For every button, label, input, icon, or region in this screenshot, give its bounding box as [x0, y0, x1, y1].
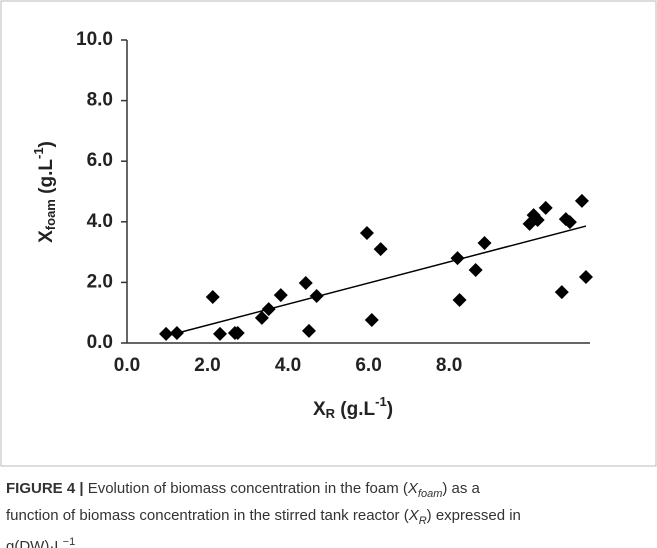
- point: [452, 292, 467, 307]
- label-sub: R: [326, 406, 336, 421]
- label-end: ): [36, 141, 57, 147]
- y-tick-label: 4.0: [87, 211, 113, 232]
- x-tick-label: 0.0: [114, 355, 140, 376]
- point: [301, 323, 316, 338]
- caption-text: R: [418, 515, 427, 527]
- caption-text: function of biomass concentration in the…: [6, 507, 409, 524]
- y-tick-label: 0.0: [87, 332, 113, 353]
- frame: [0, 0, 657, 467]
- label-rest: (g.L: [36, 159, 57, 199]
- caption-text: X: [407, 480, 418, 497]
- x-axis-label: XR (g.L-1): [313, 394, 393, 421]
- caption: FIGURE 4 | Evolution of biomass concentr…: [6, 478, 521, 548]
- point: [554, 285, 569, 300]
- caption-text: foam: [417, 488, 443, 500]
- point: [169, 326, 184, 341]
- caption-text: .: [75, 538, 80, 548]
- y-tick-label: 8.0: [87, 90, 113, 111]
- point: [213, 326, 228, 341]
- point: [364, 312, 379, 327]
- caption-text: ) as a: [442, 480, 480, 497]
- point: [578, 269, 593, 284]
- x-tick-label: 4.0: [275, 355, 301, 376]
- point: [468, 262, 483, 277]
- point: [530, 212, 545, 227]
- label-end: ): [387, 399, 393, 420]
- caption-line: g(DW)·L−1.: [6, 532, 521, 548]
- x-tick-label: 8.0: [436, 355, 462, 376]
- caption-text: −1: [62, 536, 76, 548]
- label-main: X: [36, 230, 57, 243]
- caption-line: function of biomass concentration in the…: [6, 505, 521, 532]
- point: [538, 200, 553, 215]
- y-tick-label: 10.0: [76, 29, 113, 50]
- x-tick-label: 6.0: [355, 355, 381, 376]
- point: [450, 251, 465, 266]
- point: [309, 289, 324, 304]
- trendline: [165, 225, 587, 337]
- point: [205, 289, 220, 304]
- point: [230, 326, 245, 341]
- point: [574, 193, 589, 208]
- label-sup: -1: [375, 394, 387, 409]
- caption-text: FIGURE 4 |: [6, 480, 84, 497]
- point: [373, 242, 388, 257]
- point: [254, 310, 269, 325]
- point: [562, 215, 577, 230]
- y-tick-label: 6.0: [87, 150, 113, 171]
- point: [273, 288, 288, 303]
- point: [359, 226, 374, 241]
- point: [298, 276, 313, 291]
- x-tick-label: 2.0: [194, 355, 220, 376]
- caption-text: ) expressed in: [426, 507, 521, 524]
- label-main: X: [313, 399, 326, 420]
- chart: 0.02.04.06.08.010.00.0 2.0 4.0 6.0 8.0XR (g.…: [0, 0, 657, 467]
- caption-text: Evolution of biomass concentration in th…: [83, 480, 408, 497]
- point: [159, 326, 174, 341]
- caption-text: g(DW)·L: [6, 538, 63, 548]
- y-axis-label: Xfoam (g.L-1): [31, 141, 58, 243]
- label-sup: -1: [31, 147, 46, 159]
- label-sub: foam: [43, 199, 58, 230]
- label-rest: (g.L: [335, 399, 375, 420]
- point: [261, 302, 276, 317]
- y-tick-label: 2.0: [87, 271, 113, 292]
- caption-text: X: [408, 507, 419, 524]
- point: [477, 236, 492, 251]
- caption-line: FIGURE 4 | Evolution of biomass concentr…: [6, 478, 521, 505]
